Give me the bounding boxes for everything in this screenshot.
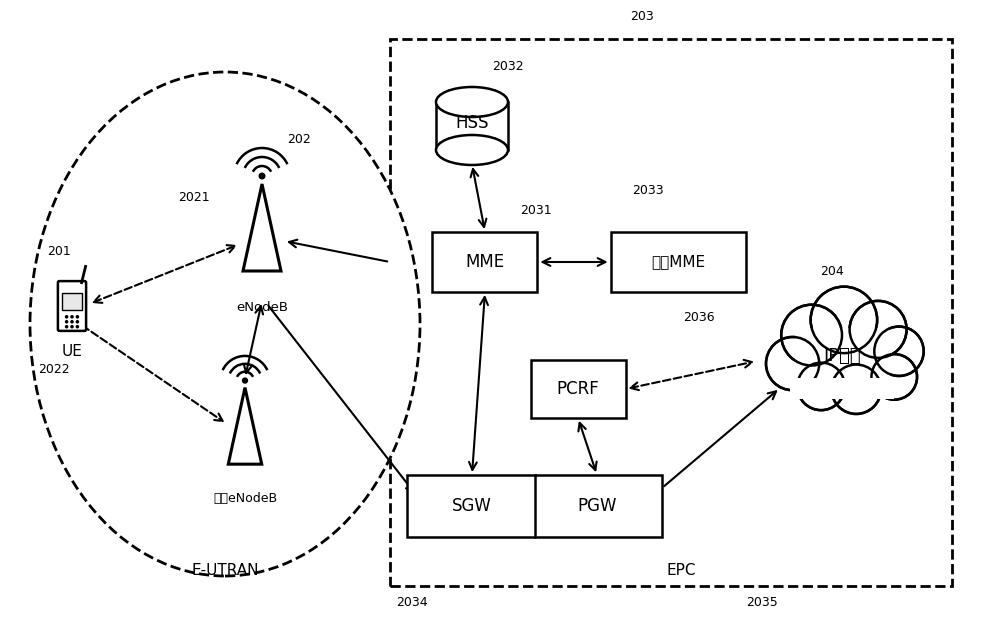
Text: 203: 203 [630,10,654,23]
Text: SGW: SGW [452,497,492,515]
Circle shape [766,337,819,390]
Polygon shape [243,184,281,271]
Polygon shape [228,388,262,464]
Circle shape [797,363,845,410]
FancyBboxPatch shape [436,102,508,150]
Circle shape [66,321,68,323]
Text: 其它eNodeB: 其它eNodeB [213,492,277,505]
Text: UE: UE [62,344,82,359]
Circle shape [832,365,881,414]
FancyBboxPatch shape [610,232,746,292]
Circle shape [76,321,78,323]
Circle shape [76,316,78,318]
Text: 其它MME: 其它MME [651,254,705,269]
Circle shape [76,326,78,328]
FancyBboxPatch shape [790,378,894,399]
Text: 2033: 2033 [632,184,664,197]
Ellipse shape [436,135,508,165]
Ellipse shape [30,72,420,576]
Circle shape [871,354,917,400]
Circle shape [71,316,73,318]
Circle shape [781,305,842,366]
Ellipse shape [436,87,508,117]
Text: 2021: 2021 [178,191,210,204]
FancyBboxPatch shape [62,292,82,310]
Text: PCRF: PCRF [557,380,599,398]
Text: 2035: 2035 [746,596,778,609]
Circle shape [66,326,68,328]
Circle shape [243,378,247,383]
Text: 2031: 2031 [520,204,552,216]
Circle shape [66,316,68,318]
Text: IP业务: IP业务 [823,347,861,365]
Circle shape [71,321,73,323]
Text: 201: 201 [47,245,71,258]
FancyBboxPatch shape [407,475,662,537]
Text: 204: 204 [820,265,844,278]
Text: PGW: PGW [577,497,617,515]
Ellipse shape [436,87,508,117]
Circle shape [850,301,907,358]
Text: eNodeB: eNodeB [236,301,288,314]
Text: 2022: 2022 [38,363,70,375]
Text: HSS: HSS [455,114,489,132]
FancyBboxPatch shape [794,328,890,383]
FancyBboxPatch shape [390,39,952,586]
FancyBboxPatch shape [432,232,537,292]
Text: 2034: 2034 [396,596,428,609]
Text: 2036: 2036 [683,310,715,323]
Circle shape [259,173,265,179]
Text: E-UTRAN: E-UTRAN [191,563,259,578]
Text: MME: MME [465,253,505,271]
Circle shape [811,287,877,353]
Text: EPC: EPC [666,563,696,578]
FancyBboxPatch shape [790,328,894,384]
Circle shape [874,327,924,376]
FancyBboxPatch shape [531,360,626,418]
FancyBboxPatch shape [58,281,86,331]
Circle shape [71,326,73,328]
Text: 2032: 2032 [492,59,524,73]
Text: 202: 202 [287,133,311,146]
